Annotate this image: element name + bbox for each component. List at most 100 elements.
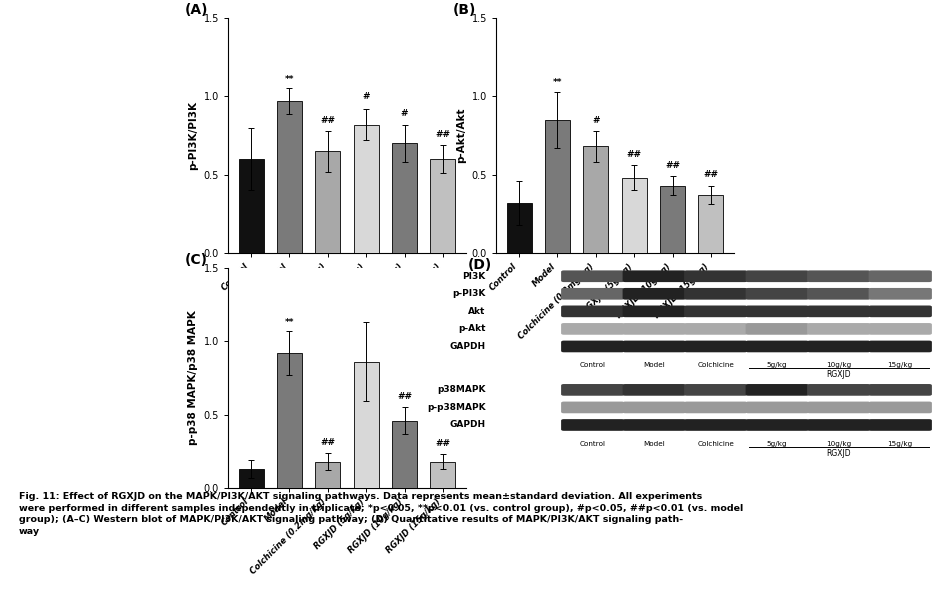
Y-axis label: p-PI3K/PI3K: p-PI3K/PI3K xyxy=(188,101,198,170)
FancyBboxPatch shape xyxy=(684,323,747,335)
Text: ##: ## xyxy=(665,161,680,170)
FancyBboxPatch shape xyxy=(622,323,686,335)
Text: p38MAPK: p38MAPK xyxy=(437,385,486,395)
FancyBboxPatch shape xyxy=(622,402,686,413)
FancyBboxPatch shape xyxy=(807,306,870,317)
FancyBboxPatch shape xyxy=(622,340,686,352)
FancyBboxPatch shape xyxy=(562,288,624,300)
FancyBboxPatch shape xyxy=(807,288,870,300)
Text: 15g/kg: 15g/kg xyxy=(887,441,913,447)
FancyBboxPatch shape xyxy=(868,288,932,300)
Text: **: ** xyxy=(285,75,295,84)
Text: (D): (D) xyxy=(468,258,491,272)
FancyBboxPatch shape xyxy=(562,323,624,335)
Text: Colchicine: Colchicine xyxy=(697,362,734,369)
FancyBboxPatch shape xyxy=(684,402,747,413)
Text: p-p38MAPK: p-p38MAPK xyxy=(427,403,486,412)
Text: Control: Control xyxy=(580,441,606,447)
Bar xyxy=(239,159,263,253)
FancyBboxPatch shape xyxy=(807,402,870,413)
FancyBboxPatch shape xyxy=(868,270,932,282)
Text: PI3K: PI3K xyxy=(462,272,486,281)
Text: GAPDH: GAPDH xyxy=(450,421,486,429)
Text: ##: ## xyxy=(320,115,335,124)
Text: 5g/kg: 5g/kg xyxy=(767,441,788,447)
Bar xyxy=(392,143,417,253)
Bar xyxy=(545,120,570,253)
FancyBboxPatch shape xyxy=(684,384,747,396)
FancyBboxPatch shape xyxy=(807,270,870,282)
FancyBboxPatch shape xyxy=(622,306,686,317)
FancyBboxPatch shape xyxy=(684,270,747,282)
FancyBboxPatch shape xyxy=(562,419,624,431)
Text: #: # xyxy=(592,115,599,124)
FancyBboxPatch shape xyxy=(562,270,624,282)
Bar xyxy=(239,469,263,488)
FancyBboxPatch shape xyxy=(684,340,747,352)
Text: Control: Control xyxy=(580,362,606,369)
Bar xyxy=(354,124,379,253)
Text: 10g/kg: 10g/kg xyxy=(826,441,851,447)
Text: Model: Model xyxy=(643,362,665,369)
Bar xyxy=(315,462,340,488)
FancyBboxPatch shape xyxy=(622,384,686,396)
FancyBboxPatch shape xyxy=(622,288,686,300)
Text: 5g/kg: 5g/kg xyxy=(767,362,788,369)
Text: ##: ## xyxy=(436,130,451,138)
Bar xyxy=(660,186,685,253)
FancyBboxPatch shape xyxy=(745,419,809,431)
Bar xyxy=(277,353,302,488)
FancyBboxPatch shape xyxy=(807,384,870,396)
FancyBboxPatch shape xyxy=(745,323,809,335)
FancyBboxPatch shape xyxy=(745,402,809,413)
Text: Akt: Akt xyxy=(468,307,486,316)
FancyBboxPatch shape xyxy=(868,306,932,317)
Y-axis label: p-Akt/Akt: p-Akt/Akt xyxy=(456,108,466,163)
Text: ##: ## xyxy=(436,439,451,448)
FancyBboxPatch shape xyxy=(684,419,747,431)
FancyBboxPatch shape xyxy=(745,270,809,282)
Text: **: ** xyxy=(553,78,563,87)
FancyBboxPatch shape xyxy=(562,306,624,317)
FancyBboxPatch shape xyxy=(868,340,932,352)
FancyBboxPatch shape xyxy=(562,340,624,352)
FancyBboxPatch shape xyxy=(745,384,809,396)
FancyBboxPatch shape xyxy=(684,288,747,300)
FancyBboxPatch shape xyxy=(622,270,686,282)
FancyBboxPatch shape xyxy=(745,340,809,352)
Text: Model: Model xyxy=(643,441,665,447)
Text: (C): (C) xyxy=(186,253,208,267)
Text: ##: ## xyxy=(704,170,719,180)
Bar xyxy=(277,101,302,253)
Text: Fig. 11: Effect of RGXJD on the MAPK/PI3K/AKT signaling pathways. Data represent: Fig. 11: Effect of RGXJD on the MAPK/PI3… xyxy=(19,492,743,536)
FancyBboxPatch shape xyxy=(807,419,870,431)
Text: ##: ## xyxy=(397,392,412,402)
Text: #: # xyxy=(401,110,408,118)
FancyBboxPatch shape xyxy=(684,306,747,317)
FancyBboxPatch shape xyxy=(868,402,932,413)
Bar xyxy=(354,362,379,488)
Text: RGXJD: RGXJD xyxy=(827,449,851,458)
FancyBboxPatch shape xyxy=(868,323,932,335)
Bar xyxy=(431,462,456,488)
FancyBboxPatch shape xyxy=(868,419,932,431)
FancyBboxPatch shape xyxy=(745,306,809,317)
Bar xyxy=(583,147,608,253)
Text: Colchicine: Colchicine xyxy=(697,441,734,447)
FancyBboxPatch shape xyxy=(622,419,686,431)
FancyBboxPatch shape xyxy=(562,402,624,413)
Text: #: # xyxy=(363,92,370,101)
Bar xyxy=(392,421,417,488)
FancyBboxPatch shape xyxy=(807,323,870,335)
Text: **: ** xyxy=(285,317,295,327)
Text: ##: ## xyxy=(320,438,335,447)
Text: RGXJD: RGXJD xyxy=(827,370,851,379)
FancyBboxPatch shape xyxy=(745,288,809,300)
Bar xyxy=(507,203,531,253)
Y-axis label: p-p38 MAPK/p38 MAPK: p-p38 MAPK/p38 MAPK xyxy=(188,310,198,445)
Text: p-PI3K: p-PI3K xyxy=(452,289,486,298)
Bar xyxy=(431,159,456,253)
Text: p-Akt: p-Akt xyxy=(458,325,486,333)
Text: (A): (A) xyxy=(186,3,208,17)
FancyBboxPatch shape xyxy=(562,384,624,396)
